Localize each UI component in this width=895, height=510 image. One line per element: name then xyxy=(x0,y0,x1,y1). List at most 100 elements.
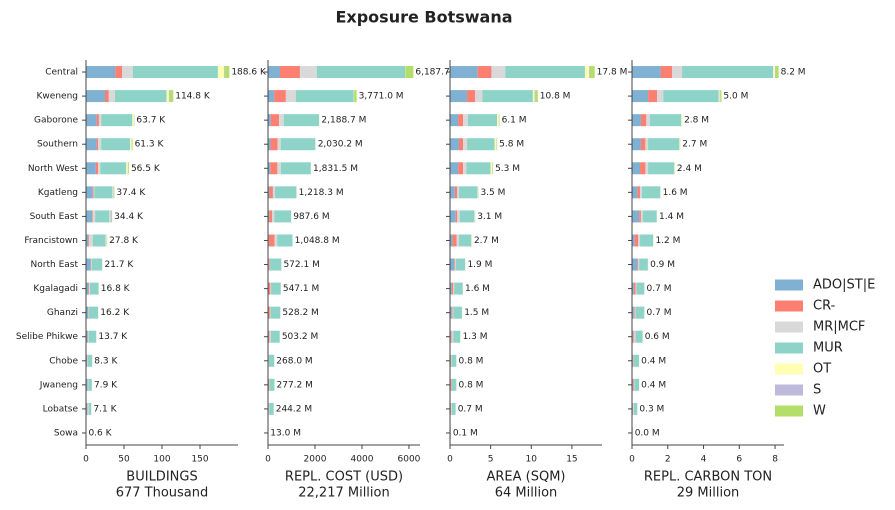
bar-segment xyxy=(271,210,275,223)
bar-segment xyxy=(638,258,640,271)
bar-segment xyxy=(89,282,99,295)
x-tick-label: 50 xyxy=(118,455,130,465)
bar-segment xyxy=(633,354,640,367)
bar-segment xyxy=(86,402,88,415)
bar-segment xyxy=(268,138,271,151)
bar-segment xyxy=(645,138,649,151)
bar-segment xyxy=(105,90,109,103)
bar-segment xyxy=(639,258,648,271)
bar-segment xyxy=(632,114,641,127)
bar-segment xyxy=(271,282,281,295)
bar-segment xyxy=(454,258,455,271)
category-label: North West xyxy=(28,164,79,174)
bar-segment xyxy=(89,282,90,295)
bar-segment xyxy=(96,138,99,151)
bar-segment xyxy=(89,306,99,319)
bar-segment xyxy=(98,162,101,175)
x-tick-label: 10 xyxy=(526,455,538,465)
bar-segment xyxy=(268,306,270,319)
bar-segment xyxy=(450,114,459,127)
bar-segment xyxy=(268,162,271,175)
total-label: 2.8 M xyxy=(684,116,709,126)
total-label: 503.2 M xyxy=(282,332,318,342)
bar-segment xyxy=(450,258,455,271)
total-label: 0.6 K xyxy=(88,428,112,438)
bar-segment xyxy=(217,66,225,79)
x-tick-label: 6 xyxy=(736,455,742,465)
bar-segment xyxy=(463,162,467,175)
bar-segment xyxy=(114,90,167,103)
legend-label: MR|MCF xyxy=(813,320,865,335)
bar-segment xyxy=(633,402,638,415)
bar-segment xyxy=(280,162,311,175)
total-label: 2.7 M xyxy=(474,236,499,246)
total-label: 8.2 M xyxy=(781,68,806,78)
legend-label: W xyxy=(813,404,826,419)
bar-segment xyxy=(269,186,273,199)
bar-segment xyxy=(280,138,316,151)
bar-segment xyxy=(467,138,495,151)
bar-segment xyxy=(88,378,92,391)
category-label: Sowa xyxy=(54,428,78,438)
total-label: 1,218.3 M xyxy=(299,188,344,198)
total-label: 2,030.2 M xyxy=(318,140,363,150)
legend-label: ADO|ST|E xyxy=(813,278,875,293)
x-axis-label: BUILDINGS xyxy=(126,470,197,485)
total-label: 0.7 M xyxy=(647,308,672,318)
legend-swatch xyxy=(775,321,803,333)
bar-segment xyxy=(86,210,93,223)
bar-segment xyxy=(640,234,654,247)
bar-segment xyxy=(270,258,282,271)
bar-segment xyxy=(168,90,170,103)
total-label: 16.2 K xyxy=(100,308,130,318)
bar-segment xyxy=(450,186,455,199)
bar-segment xyxy=(268,378,270,391)
total-label: 2.4 M xyxy=(677,164,702,174)
bar-segment xyxy=(268,402,270,415)
bar-segment xyxy=(87,354,93,367)
bar-segment xyxy=(633,330,636,343)
bar-segment xyxy=(635,306,645,319)
chart-title: Exposure Botswana xyxy=(335,8,512,27)
bar-segment xyxy=(88,234,90,247)
bar-segment xyxy=(648,162,675,175)
bar-segment xyxy=(86,138,97,151)
bar-segment xyxy=(105,234,107,247)
bar-segment xyxy=(494,138,497,151)
bar-segment xyxy=(89,234,93,247)
bar-segment xyxy=(454,282,463,295)
total-label: 10.8 M xyxy=(540,92,571,102)
bar-segment xyxy=(86,234,89,247)
category-label: Lobatse xyxy=(43,404,79,414)
bar-segment xyxy=(640,210,643,223)
total-label: 0.1 M xyxy=(453,428,478,438)
total-label: 2.7 M xyxy=(682,140,707,150)
bar-segment xyxy=(682,66,774,79)
bar-segment xyxy=(477,66,492,79)
bar-segment xyxy=(92,210,93,223)
category-label: Central xyxy=(45,68,78,78)
x-tick-label: 6000 xyxy=(398,455,421,465)
bar-segment xyxy=(775,66,779,79)
legend-label: S xyxy=(813,383,821,398)
bar-segment xyxy=(166,90,169,103)
bar-segment xyxy=(86,258,91,271)
bar-segment xyxy=(86,378,88,391)
bar-segment xyxy=(588,66,590,79)
bar-segment xyxy=(640,138,646,151)
total-label: 987.6 M xyxy=(293,212,329,222)
bar-segment xyxy=(467,90,476,103)
bar-segment xyxy=(466,162,491,175)
bar-segment xyxy=(720,90,722,103)
bar-segment xyxy=(534,90,536,103)
bar-segment xyxy=(451,402,453,415)
bar-segment xyxy=(457,186,459,199)
bar-segment xyxy=(450,210,456,223)
bar-segment xyxy=(279,114,284,127)
x-axis-label: REPL. CARBON TON xyxy=(644,470,772,485)
bar-segment xyxy=(270,114,280,127)
total-label: 1.5 M xyxy=(464,308,489,318)
bar-segment xyxy=(634,234,639,247)
bar-segment xyxy=(454,258,456,271)
legend-swatch xyxy=(775,279,803,291)
